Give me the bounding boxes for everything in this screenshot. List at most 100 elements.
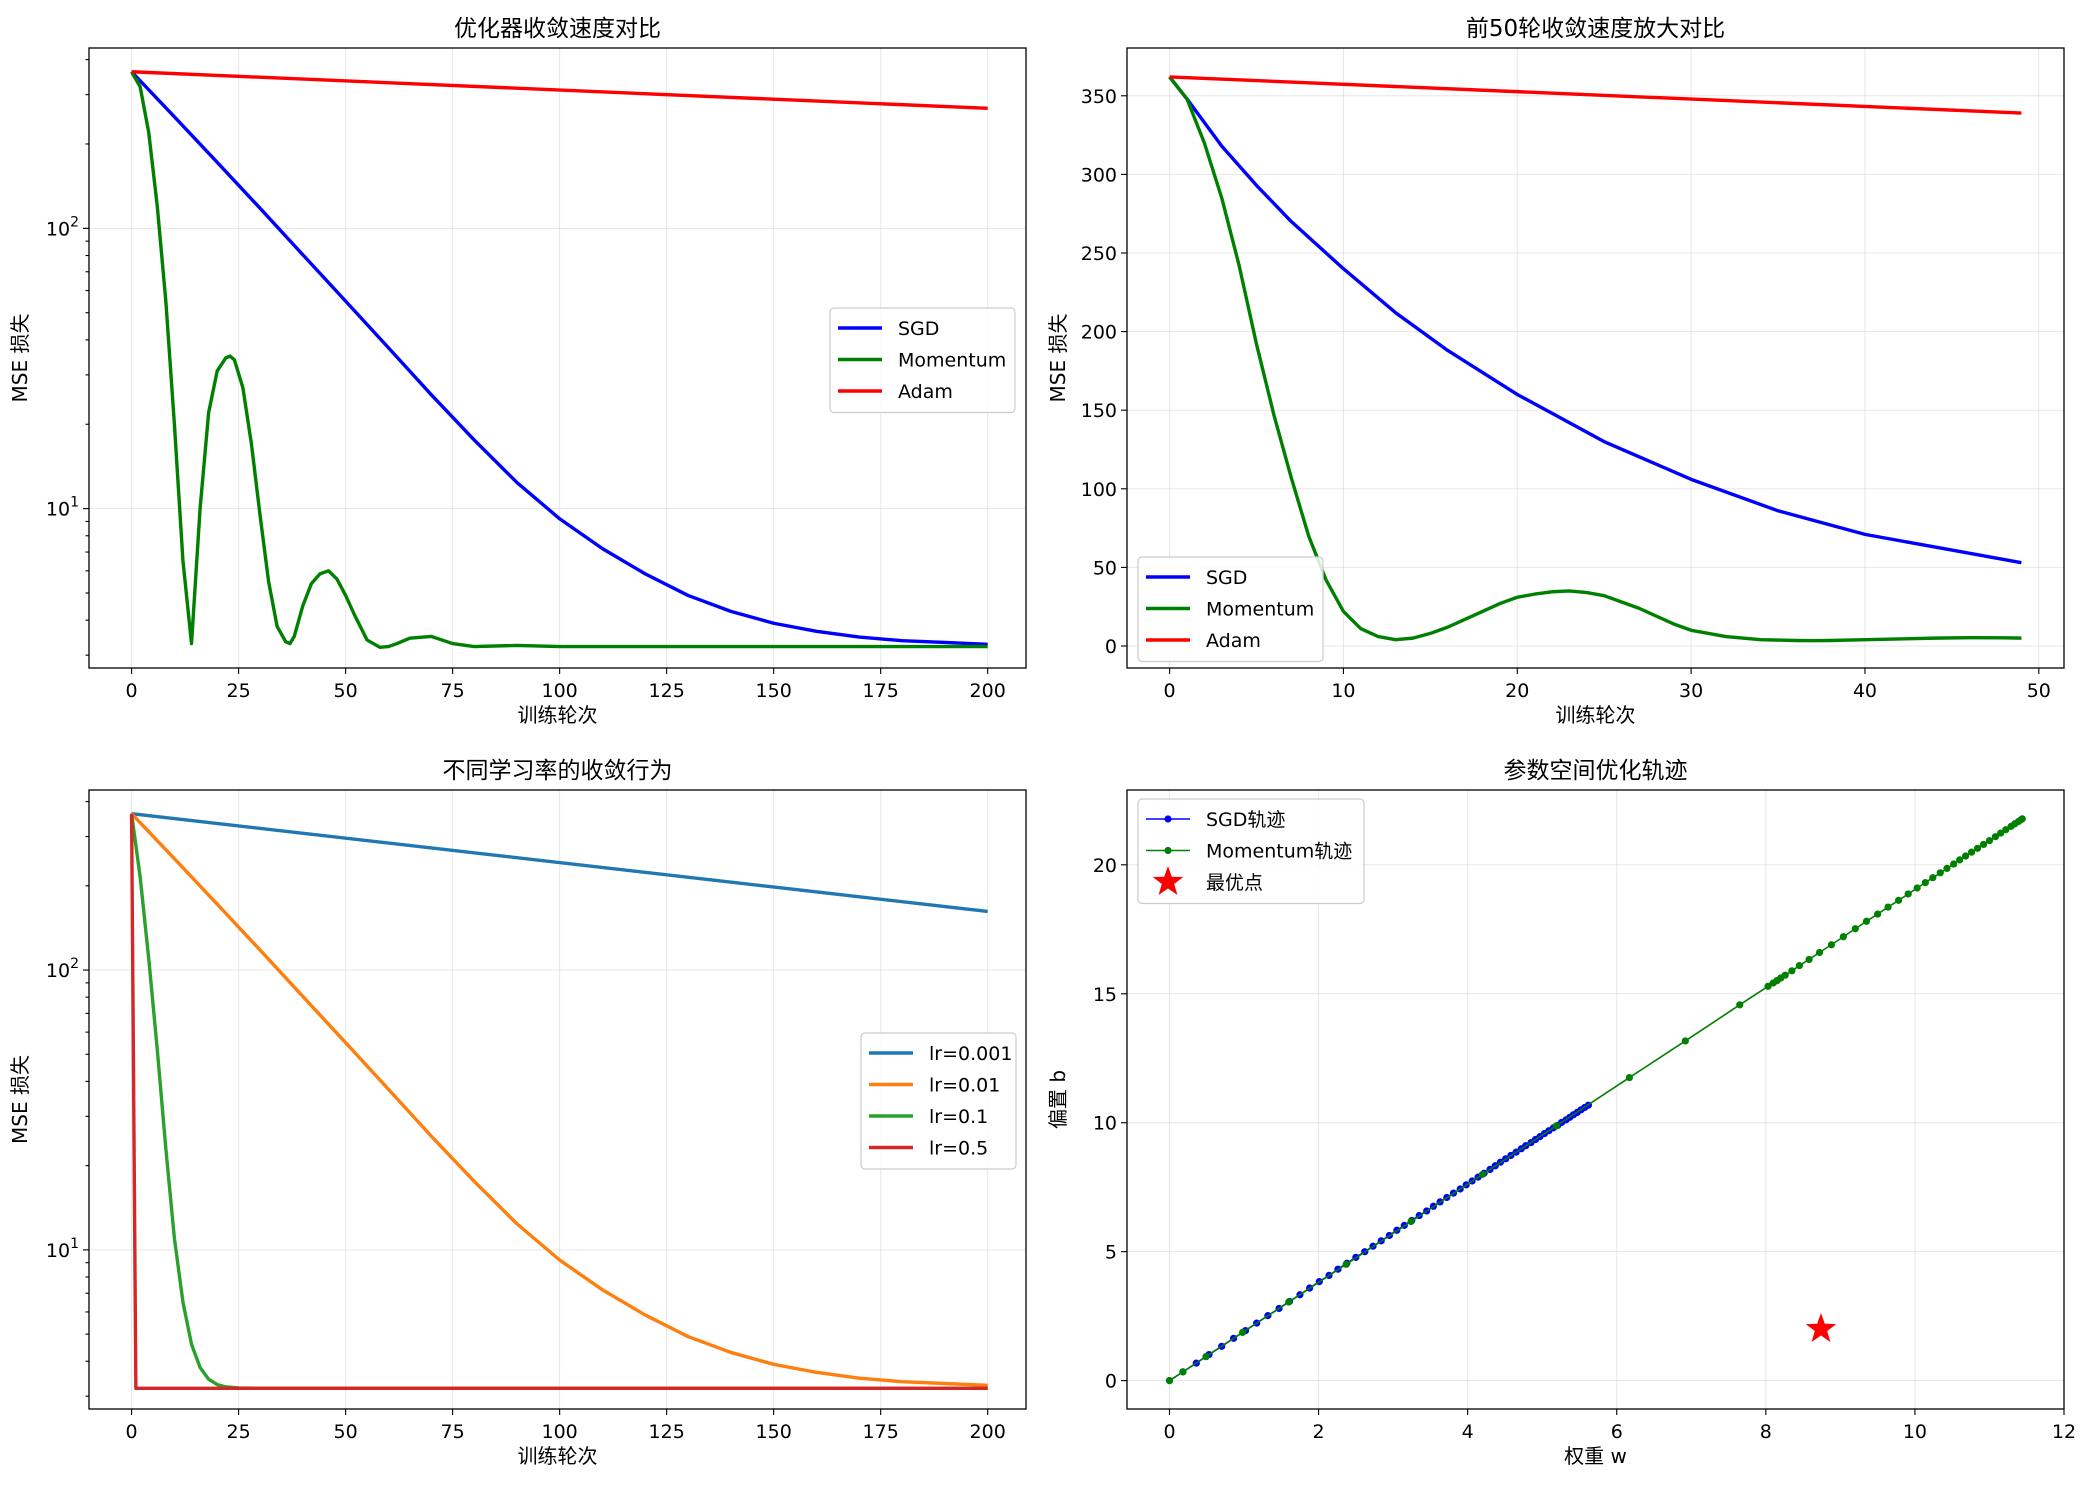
plot-area xyxy=(129,812,988,1391)
series-lr=0.001-line xyxy=(131,812,988,914)
series-Momentum轨迹-point xyxy=(1962,852,1970,860)
series-Momentum轨迹-point xyxy=(1736,1001,1744,1009)
x-tick-label: 10 xyxy=(1331,680,1355,702)
legend-label: lr=0.01 xyxy=(929,1075,1000,1097)
series-Momentum轨迹-point xyxy=(1788,967,1796,975)
x-tick-label: 12 xyxy=(2052,1421,2076,1443)
x-axis-label: 训练轮次 xyxy=(1556,703,1636,727)
axes-frame xyxy=(88,789,1027,1410)
plot-area xyxy=(1165,815,2026,1385)
series-Momentum轨迹-point xyxy=(1913,884,1921,892)
y-tick-label: 20 xyxy=(1093,855,1117,877)
series-SGD-line xyxy=(130,70,988,647)
legend-item: SGD xyxy=(1146,567,1247,589)
series-lr=0.5-line xyxy=(129,813,988,1391)
series-Momentum轨迹-point xyxy=(1884,903,1892,911)
legend: SGD Momentum Adam xyxy=(1137,556,1324,663)
subplot-p3: 0 25 50 75 100 125 150 175 200 101 102 不同学习率的收敛行为训练… xyxy=(8,758,1027,1468)
axes-frame xyxy=(1126,47,2065,669)
legend-item: lr=0.5 xyxy=(869,1138,988,1160)
x-axis-label: 权重 w xyxy=(1564,1444,1627,1468)
y-axis-label: MSE 损失 xyxy=(8,1055,32,1144)
legend-box xyxy=(860,1032,1017,1170)
series-lr=0.01-line xyxy=(130,812,988,1388)
x-tick-label: 8 xyxy=(1760,1421,1772,1443)
x-tick-label: 0 xyxy=(1163,1421,1175,1443)
series-Momentum轨迹-point xyxy=(1625,1073,1634,1082)
series-Momentum轨迹-point xyxy=(1862,917,1871,925)
legend-box xyxy=(1137,798,1365,905)
x-tick-label: 175 xyxy=(863,1421,899,1443)
series-Momentum轨迹-point xyxy=(1991,833,2000,841)
y-tick-label: 150 xyxy=(1081,400,1117,422)
series-Momentum轨迹-point xyxy=(1165,1377,1174,1385)
series-Momentum轨迹-point xyxy=(1781,971,1789,979)
x-tick-label: 100 xyxy=(542,680,578,702)
series-Momentum轨迹-point xyxy=(1904,890,1912,898)
x-tick-label: 0 xyxy=(126,1421,138,1443)
legend-star-icon xyxy=(1152,866,1184,895)
legend-dot-swatch xyxy=(1164,815,1172,823)
legend-label: Adam xyxy=(1206,630,1261,652)
x-tick-label: 50 xyxy=(334,1421,358,1443)
x-tick-label: 50 xyxy=(334,680,358,702)
series-Momentum轨迹-point xyxy=(1894,896,1903,904)
legend-item: Momentum轨迹 xyxy=(1146,841,1352,863)
y-tick-label: 200 xyxy=(1081,322,1117,344)
y-tick-label: 0 xyxy=(1105,636,1117,658)
series-Momentum轨迹-point xyxy=(1936,869,1944,877)
chart-title: 不同学习率的收敛行为 xyxy=(443,758,673,784)
y-tick-label: 102 xyxy=(46,956,79,982)
y-tick-label: 100 xyxy=(1081,479,1117,501)
y-tick-label: 101 xyxy=(46,495,79,521)
legend-item: SGD轨迹 xyxy=(1146,809,1285,831)
series-Momentum轨迹-point xyxy=(1342,1260,1350,1268)
legend-item: Adam xyxy=(1146,630,1261,652)
legend-dot-swatch xyxy=(1164,846,1172,855)
series-Momentum轨迹-point xyxy=(1929,874,1937,882)
series-Momentum轨迹-point xyxy=(1985,836,1994,845)
plot-area xyxy=(1168,75,2022,643)
series-Momentum轨迹-point xyxy=(1805,955,1813,964)
y-axis-label: MSE 损失 xyxy=(1046,314,1070,403)
legend-item: Momentum xyxy=(1146,599,1314,621)
series-Momentum轨迹-point xyxy=(1285,1298,1293,1306)
x-tick-label: 4 xyxy=(1462,1421,1474,1443)
series-Momentum轨迹-point xyxy=(1407,1217,1415,1226)
y-tick-label: 10 xyxy=(1093,1113,1117,1135)
series-Momentum轨迹-point xyxy=(1921,878,1929,887)
x-tick-label: 200 xyxy=(970,680,1006,702)
legend-item: lr=0.1 xyxy=(869,1106,988,1128)
legend-item: SGD xyxy=(838,318,939,340)
x-tick-label: 175 xyxy=(863,680,899,702)
x-tick-label: 100 xyxy=(542,1421,578,1443)
x-tick-label: 200 xyxy=(970,1421,1006,1443)
legend: lr=0.001 lr=0.01 lr=0.1 lr=0.5 xyxy=(860,1032,1017,1170)
x-axis-label: 训练轮次 xyxy=(518,1444,598,1468)
plot-area xyxy=(130,70,988,650)
legend-label: lr=0.5 xyxy=(929,1138,988,1160)
y-tick-label: 101 xyxy=(46,1236,79,1262)
series-Momentum轨迹-point xyxy=(1478,1170,1487,1178)
legend-label: Momentum轨迹 xyxy=(1206,841,1352,863)
legend-box xyxy=(1137,556,1324,663)
legend-label: 最优点 xyxy=(1206,872,1263,894)
series-Momentum轨迹-point xyxy=(1839,933,1847,941)
x-tick-label: 25 xyxy=(227,680,251,702)
series-Momentum轨迹-point xyxy=(1827,941,1836,949)
series-Momentum轨迹-point xyxy=(1681,1037,1689,1045)
series-Momentum轨迹-point xyxy=(1956,856,1964,864)
x-tick-label: 150 xyxy=(756,1421,792,1443)
x-tick-label: 25 xyxy=(227,1421,251,1443)
axes-frame xyxy=(1126,789,2065,1410)
x-tick-label: 125 xyxy=(649,1421,685,1443)
legend-label: lr=0.1 xyxy=(929,1106,988,1128)
legend-item: Momentum xyxy=(838,350,1006,372)
x-tick-label: 150 xyxy=(756,680,792,702)
y-tick-label: 0 xyxy=(1105,1371,1117,1393)
chart-title: 参数空间优化轨迹 xyxy=(1504,758,1688,784)
legend: SGD Momentum Adam xyxy=(829,307,1016,414)
series-Momentum轨迹-point xyxy=(1950,860,1958,868)
series-Momentum-line xyxy=(130,70,988,650)
